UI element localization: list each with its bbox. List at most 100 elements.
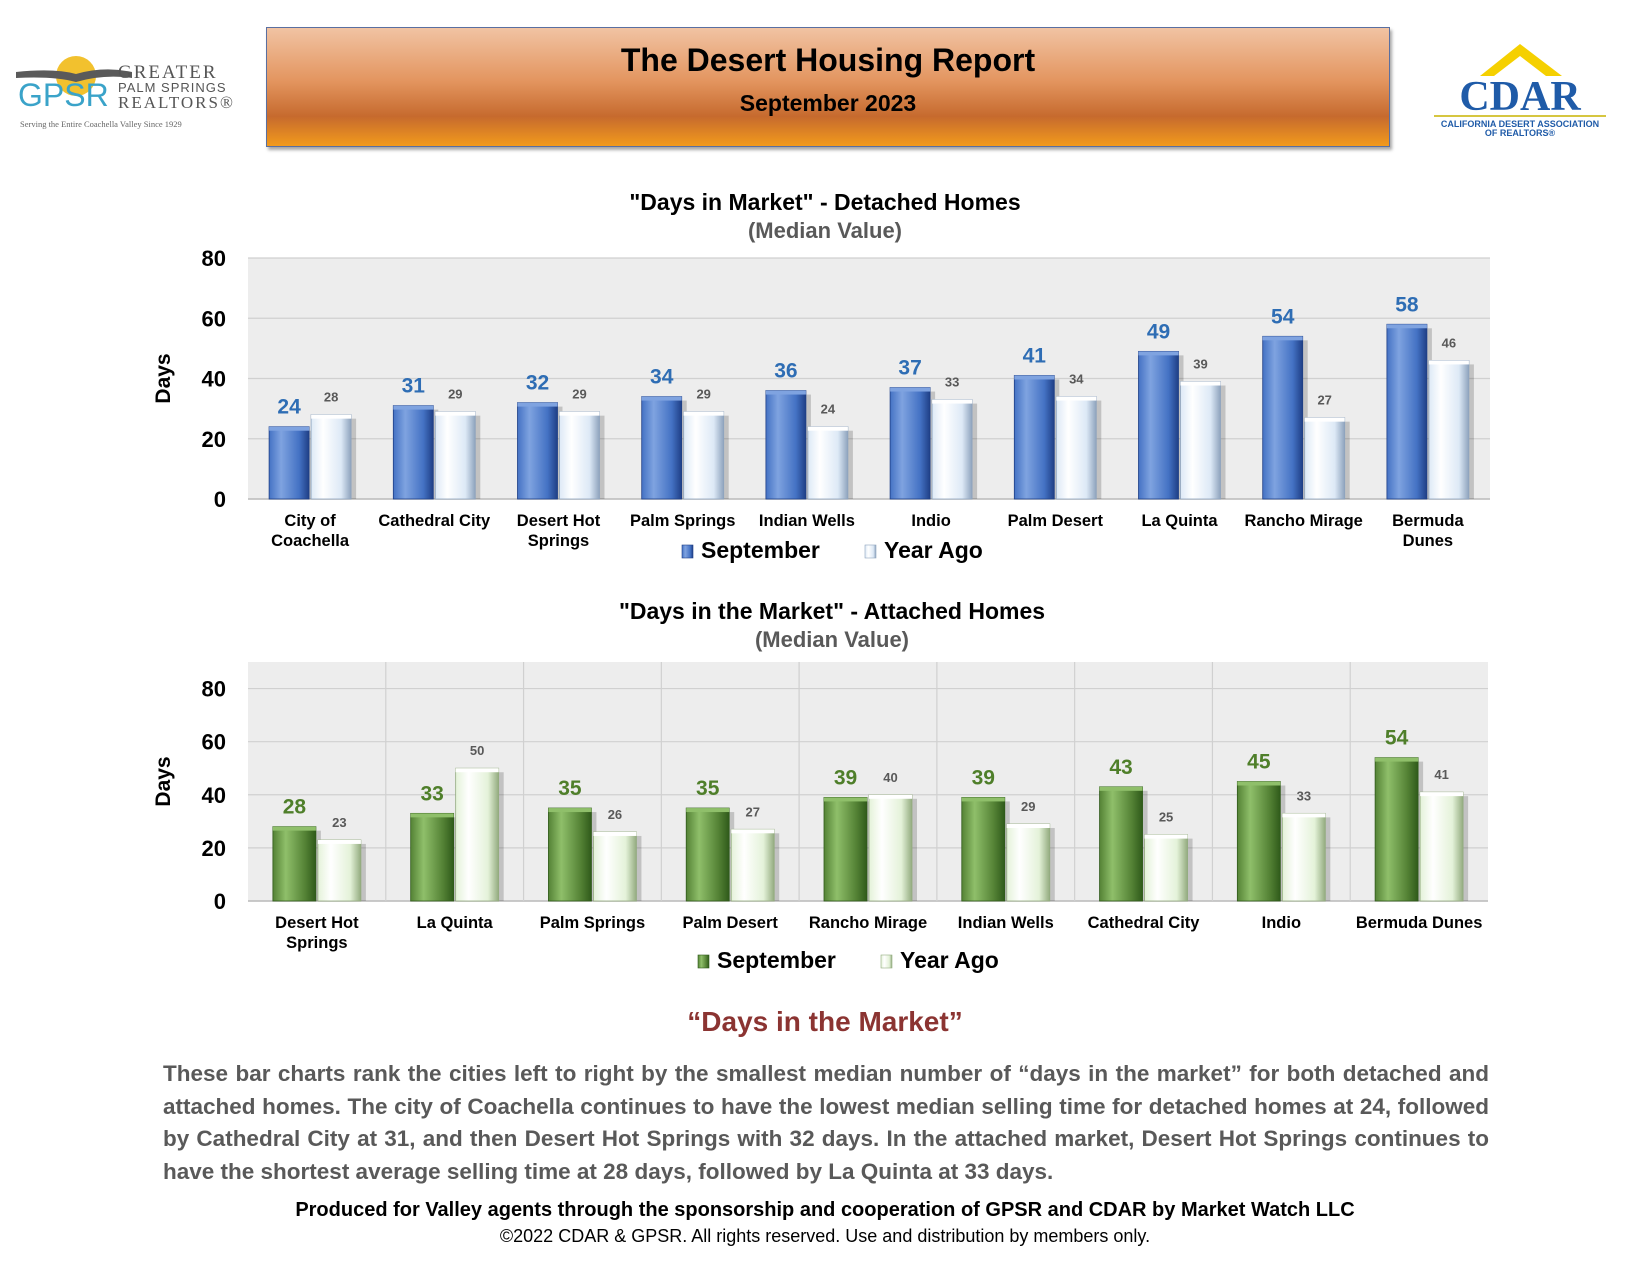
detached-x-tick-label-palm-desert: Palm Desert: [1008, 512, 1104, 530]
attached-data-label-year-ago: 23: [332, 815, 346, 830]
attached-bar-september-rancho-mirage: [823, 797, 868, 902]
attached-data-label-year-ago: 29: [1021, 799, 1035, 814]
attached-bar-year-ago-palm-desert: [730, 828, 775, 902]
attached-data-label-year-ago: 27: [745, 804, 759, 819]
detached-bar-cap: [311, 414, 352, 419]
detached-bar-september-rancho-mirage: [1262, 335, 1304, 500]
attached-bar-year-ago-indian-wells: [1006, 823, 1051, 902]
footer-copyright: ©2022 CDAR & GPSR. All rights reserved. …: [499, 1226, 1151, 1246]
attached-data-label-september: 54: [1385, 727, 1409, 750]
attached-bar-cap: [731, 829, 775, 834]
detached-bar-cap: [1014, 375, 1055, 380]
attached-bar-september-la-quinta: [410, 812, 455, 902]
attached-data-label-year-ago: 50: [470, 743, 484, 758]
detached-bar-september-indio: [889, 387, 931, 500]
attached-data-label-september: 39: [972, 766, 995, 789]
attached-legend-label-september: September: [717, 947, 836, 973]
detached-subtitle: (Median Value): [748, 218, 902, 243]
attached-data-label-september: 33: [420, 782, 443, 805]
detached-x-tick-label-la-quinta: La Quinta: [1141, 512, 1218, 530]
detached-data-label-september: 58: [1395, 293, 1419, 316]
detached-bar-cap: [932, 399, 973, 404]
attached-bar-september-bermuda-dunes: [1374, 757, 1419, 902]
detached-bar-cap: [1180, 381, 1221, 386]
detached-bar-cap: [1138, 351, 1179, 356]
detached-bar-cap: [1386, 324, 1427, 329]
detached-bar-cap: [517, 402, 558, 407]
detached-data-label-september: 37: [898, 357, 921, 380]
attached-y-tick-label: 0: [214, 889, 226, 914]
detached-bar-september-palm-desert: [1013, 375, 1055, 500]
attached-bar-year-ago-palm-springs: [593, 831, 637, 902]
attached-x-tick-label-indio: Indio: [1262, 914, 1301, 932]
detached-bar-year-ago-indio: [931, 399, 973, 500]
attached-bar-cap: [1237, 781, 1281, 786]
detached-bar-cap: [1056, 396, 1097, 401]
detached-y-axis-label: Days: [152, 353, 175, 403]
detached-bar-cap: [1304, 417, 1345, 422]
detached-bar-september-cathedral-city: [392, 405, 434, 500]
gpsr-line3: REALTORS®: [118, 93, 235, 112]
detached-bar-cap: [765, 390, 806, 395]
attached-y-axis-label: Days: [152, 756, 175, 806]
attached-legend-swatch-year-ago: [880, 954, 893, 969]
cdar-line2: OF REALTORS®: [1485, 128, 1556, 138]
attached-data-label-year-ago: 40: [883, 770, 897, 785]
detached-title: "Days in Market" - Detached Homes: [629, 189, 1020, 215]
attached-bar-cap: [548, 808, 592, 813]
detached-data-label-year-ago: 27: [1317, 393, 1331, 408]
attached-x-tick-label-desert-hot-springs: Desert Hot Springs: [275, 914, 359, 952]
detached-data-label-september: 24: [277, 396, 301, 419]
attached-bar-cap: [961, 797, 1005, 802]
detached-bar-year-ago-la-quinta: [1180, 381, 1221, 500]
detached-bar-year-ago-palm-springs: [683, 411, 725, 500]
detached-data-label-september: 36: [774, 360, 797, 383]
report-title: The Desert Housing Report: [620, 42, 1036, 78]
detached-data-label-year-ago: 29: [572, 387, 586, 402]
attached-y-tick-label: 60: [202, 730, 226, 755]
gpsr-line2: PALM SPRINGS: [118, 80, 227, 95]
detached-bar-year-ago-cathedral-city: [434, 411, 476, 500]
attached-data-label-year-ago: 25: [1159, 810, 1173, 825]
attached-bar-year-ago-la-quinta: [455, 767, 500, 902]
attached-bar-year-ago-bermuda-dunes: [1419, 791, 1464, 902]
detached-y-tick-label: 20: [202, 427, 226, 452]
attached-title: "Days in the Market" - Attached Homes: [619, 598, 1045, 624]
attached-x-tick-label-rancho-mirage: Rancho Mirage: [809, 914, 927, 932]
detached-data-label-year-ago: 33: [945, 375, 959, 390]
detached-y-tick-label: 60: [202, 306, 226, 331]
detached-data-label-year-ago: 29: [696, 387, 710, 402]
detached-legend-swatch-year-ago: [864, 544, 877, 559]
attached-data-label-september: 28: [283, 796, 307, 819]
cdar-line1: CALIFORNIA DESERT ASSOCIATION: [1441, 119, 1599, 129]
detached-data-label-september: 31: [402, 375, 426, 398]
attached-legend-label-year-ago: Year Ago: [900, 947, 999, 973]
attached-y-tick-label: 40: [202, 783, 226, 808]
detached-x-tick-label-palm-springs: Palm Springs: [630, 512, 735, 530]
attached-bar-september-desert-hot-springs: [272, 826, 317, 902]
attached-bar-cap: [1375, 757, 1419, 762]
detached-data-label-year-ago: 39: [1193, 357, 1207, 372]
attached-x-tick-label-cathedral-city: Cathedral City: [1088, 914, 1201, 932]
attached-data-label-year-ago: 26: [608, 807, 622, 822]
detached-bar-september-la-quinta: [1138, 350, 1179, 500]
detached-data-label-year-ago: 24: [821, 402, 836, 417]
attached-bar-cap: [824, 797, 867, 802]
cdar-mark: CDAR: [1459, 74, 1581, 120]
attached-bar-cap: [317, 839, 361, 844]
detached-data-label-september: 32: [526, 372, 549, 395]
section-body: These bar charts rank the cities left to…: [163, 1061, 1489, 1184]
gpsr-logo: GPSR GREATER PALM SPRINGS REALTORS® Serv…: [16, 56, 235, 129]
detached-bar-year-ago-rancho-mirage: [1304, 417, 1346, 500]
detached-bar-year-ago-desert-hot-springs: [559, 411, 600, 500]
attached-bar-cap: [1099, 786, 1143, 791]
attached-bar-cap: [1144, 834, 1188, 839]
detached-data-label-year-ago: 28: [324, 390, 338, 405]
attached-bar-september-palm-springs: [548, 807, 592, 902]
report-subtitle: September 2023: [739, 90, 917, 116]
detached-bar-september-bermuda-dunes: [1386, 323, 1428, 500]
cdar-logo: CDAR CALIFORNIA DESERT ASSOCIATION OF RE…: [1434, 44, 1606, 138]
detached-data-label-september: 49: [1147, 320, 1170, 343]
attached-bar-cap: [410, 813, 454, 818]
attached-data-label-september: 39: [834, 766, 857, 789]
